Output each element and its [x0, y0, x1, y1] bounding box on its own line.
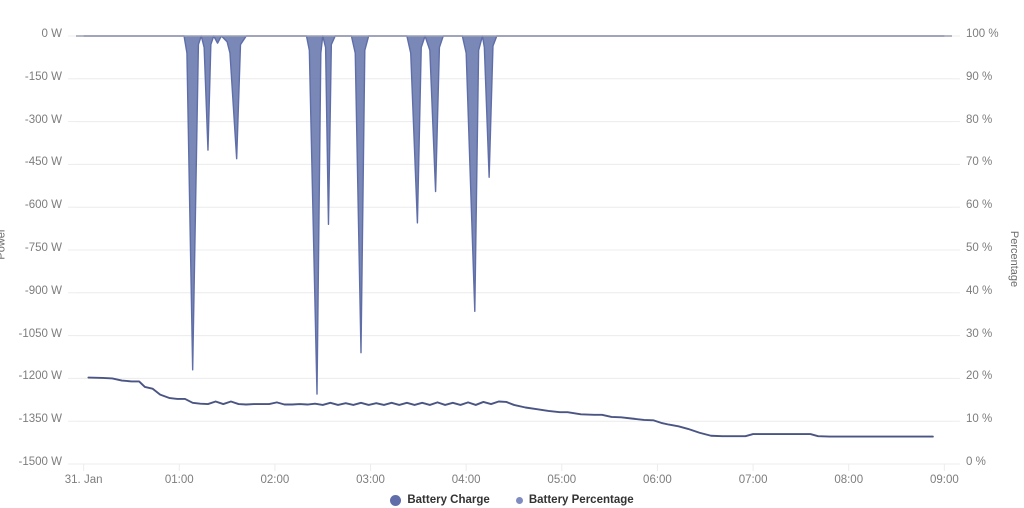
y-axis-right-tick-label: 10 %: [966, 413, 993, 426]
y-axis-left-tick-label: -1200 W: [18, 370, 62, 383]
y-axis-right-tick-label: 90 %: [966, 70, 993, 83]
y-axis-left-tick-label: -1500 W: [18, 456, 62, 468]
y-axis-right-tick-label: 0 %: [966, 456, 986, 468]
y-axis-right-tick-label: 20 %: [966, 370, 993, 383]
y-axis-right-tick-label: 100 %: [966, 28, 999, 40]
x-axis-tick-label: 03:00: [356, 474, 385, 486]
y-axis-left-tick-label: -450 W: [24, 156, 62, 169]
series-line-battery-charge: [83, 35, 945, 395]
x-axis-tick-label: 04:00: [451, 474, 481, 486]
y-axis-right-tick-label: 50 %: [966, 242, 993, 254]
y-axis-right-tick-label: 30 %: [966, 327, 993, 340]
legend-label: Battery Charge: [407, 494, 490, 506]
legend-marker-icon: [515, 496, 523, 504]
legend-label: Battery Percentage: [528, 494, 634, 506]
x-axis-tick-label: 07:00: [738, 474, 768, 486]
y-axis-left-tick-label: 0 W: [41, 28, 62, 40]
y-axis-right-tick-label: 40 %: [966, 284, 993, 297]
x-axis-tick-label: 02:00: [260, 474, 290, 486]
x-axis-tick-label: 08:00: [834, 474, 864, 486]
y-axis-left-tick-label: -150 W: [24, 70, 62, 83]
chart-legend: Battery Charge Battery Percentage: [0, 494, 1024, 506]
data-series-layer: [83, 35, 945, 438]
x-axis-tick-label: 31. Jan: [64, 474, 103, 486]
y-axis-left-tick-label: -900 W: [24, 284, 62, 297]
series-line-battery-percentage: [87, 376, 934, 438]
x-axis-tick-label: 01:00: [164, 474, 194, 486]
x-axis-tick-label: 09:00: [929, 474, 959, 486]
x-axis-tick-label: 05:00: [547, 474, 577, 486]
y-axis-left-tick-label: -300 W: [24, 113, 62, 126]
legend-item-battery-charge[interactable]: Battery Charge: [390, 494, 490, 506]
y-axis-left-tick-label: -1350 W: [18, 413, 62, 426]
y-axis-left-tick-label: -1050 W: [18, 327, 62, 340]
y-axis-right-title: Percentage: [1008, 230, 1021, 288]
y-axis-right-tick-label: 80 %: [966, 113, 993, 126]
gridlines: [68, 35, 960, 465]
legend-item-battery-percentage[interactable]: Battery Percentage: [515, 494, 634, 506]
legend-marker-icon: [390, 494, 402, 506]
y-axis-right-tick-label: 60 %: [966, 199, 993, 212]
y-axis-left-tick-label: -600 W: [24, 199, 62, 212]
x-axis-tick-label: 06:00: [643, 474, 672, 486]
area-fill-battery-charge: [83, 36, 945, 395]
y-axis-right-tick-label: 70 %: [966, 156, 993, 169]
x-axis-tick-marks: [68, 463, 960, 471]
y-axis-left-tick-label: -750 W: [24, 242, 62, 254]
